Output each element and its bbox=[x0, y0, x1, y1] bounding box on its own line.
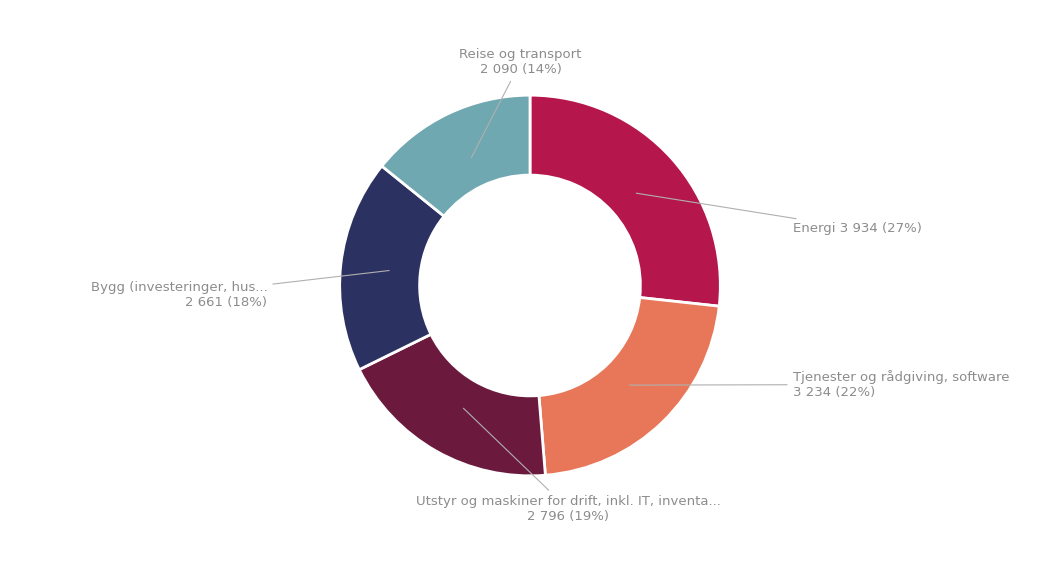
Text: Utstyr og maskiner for drift, inkl. IT, inventa...
2 796 (19%): Utstyr og maskiner for drift, inkl. IT, … bbox=[416, 408, 721, 523]
Text: Tjenester og rådgiving, software
3 234 (22%): Tjenester og rådgiving, software 3 234 (… bbox=[630, 370, 1009, 399]
Wedge shape bbox=[359, 334, 546, 476]
Text: Reise og transport
2 090 (14%): Reise og transport 2 090 (14%) bbox=[459, 48, 582, 158]
Wedge shape bbox=[339, 166, 444, 369]
Wedge shape bbox=[538, 297, 719, 475]
Wedge shape bbox=[382, 95, 530, 216]
Text: Bygg (investeringer, hus...
2 661 (18%): Bygg (investeringer, hus... 2 661 (18%) bbox=[90, 271, 389, 309]
Wedge shape bbox=[530, 95, 721, 306]
Text: Energi 3 934 (27%): Energi 3 934 (27%) bbox=[636, 193, 921, 235]
